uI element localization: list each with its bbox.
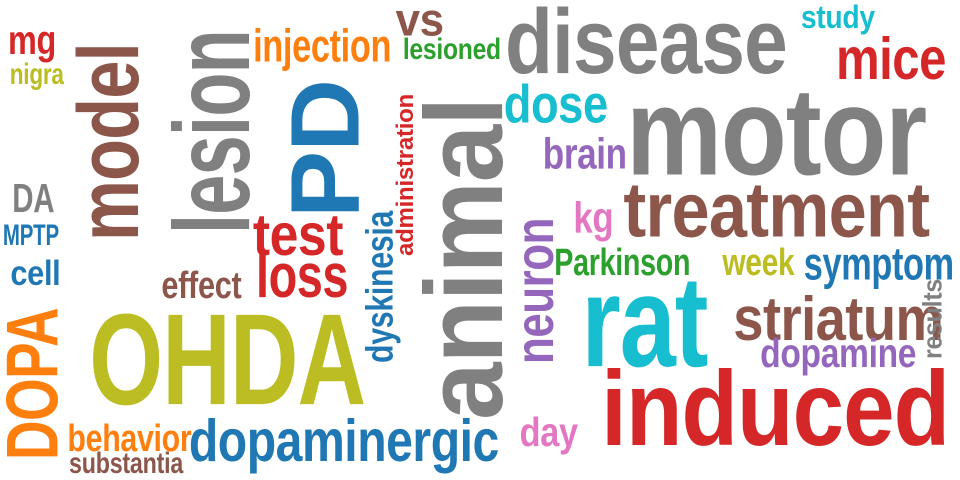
word-study: study — [800, 0, 875, 36]
word-cell: cell — [10, 253, 61, 293]
word-induced: induced — [600, 349, 950, 469]
word-dopaminergic: dopaminergic — [188, 407, 499, 475]
word-administration: administration — [390, 94, 418, 256]
word-dose: dose — [504, 73, 608, 135]
word-nigra: nigra — [10, 57, 65, 91]
word-behavior: behavior — [67, 416, 192, 460]
word-animal: animal — [401, 97, 527, 420]
word-striatum: striatum — [733, 284, 944, 354]
word-injection: injection — [252, 20, 391, 72]
word-dopa: DOPA — [0, 308, 74, 460]
word-parkinson: Parkinson — [554, 240, 690, 284]
word-mice: mice — [836, 25, 946, 93]
word-substantia: substantia — [69, 446, 184, 480]
word-vs: vs — [395, 0, 444, 46]
word-model: model — [60, 43, 158, 241]
word-lesion: lesion — [151, 30, 273, 235]
word-symptom: symptom — [804, 238, 954, 290]
word-brain: brain — [542, 129, 627, 179]
word-day: day — [519, 409, 578, 455]
word-motor: motor — [626, 62, 927, 202]
word-mptp: MPTP — [3, 218, 60, 252]
word-disease: disease — [504, 0, 788, 94]
word-lesioned: lesioned — [402, 32, 501, 66]
word-loss: loss — [255, 241, 348, 311]
word-kg: kg — [572, 193, 613, 243]
word-effect: effect — [161, 263, 241, 307]
word-week: week — [721, 240, 794, 284]
word-ohda: OHDA — [89, 287, 366, 433]
word-rat: rat — [581, 249, 708, 395]
word-mg: mg — [8, 17, 56, 63]
word-treatment: treatment — [622, 166, 930, 254]
word-pd: PD — [270, 80, 380, 218]
word-dopamine: dopamine — [759, 330, 916, 376]
word-test: test — [253, 201, 344, 269]
word-results: results — [916, 279, 948, 359]
word-neuron: neuron — [503, 218, 565, 364]
word-da: DA — [12, 175, 54, 221]
